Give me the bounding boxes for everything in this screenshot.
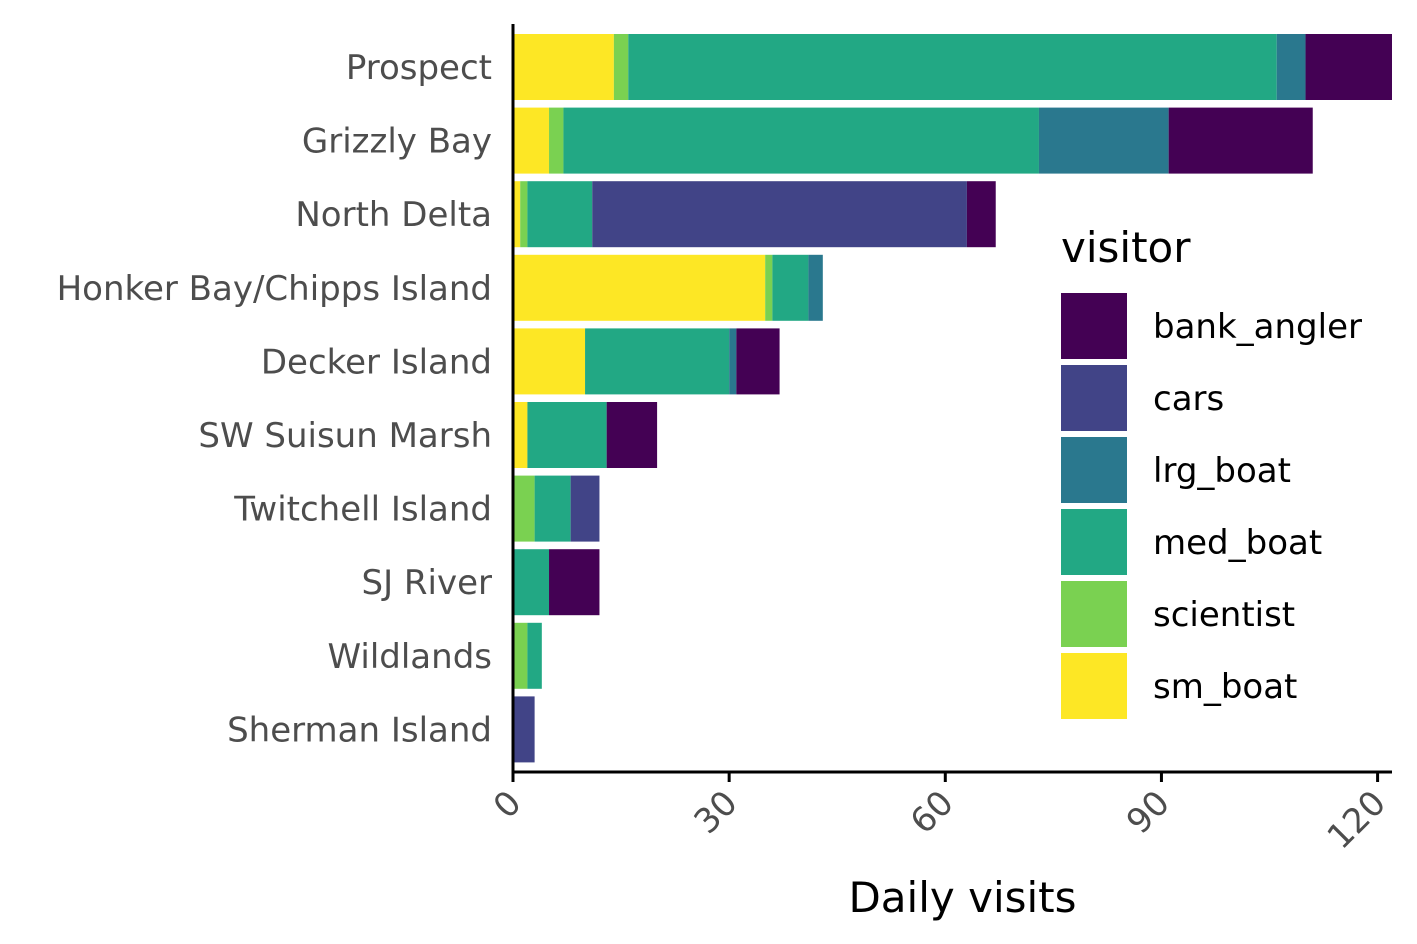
bar-sm_boat-1 [513,107,550,174]
bar-bank_angler-7 [549,549,600,616]
bar-bank_angler-4 [736,328,780,395]
bar-lrg_boat-4 [729,328,737,395]
category-label-4: Decker Island [261,342,492,382]
bar-sm_boat-4 [513,328,586,395]
bar-bank_angler-5 [606,402,658,468]
bar-med_boat-6 [534,475,571,542]
legend-key-bank_angler [1061,293,1127,359]
legend-label-sm_boat: sm_boat [1153,667,1297,707]
category-label-2: North Delta [295,195,492,235]
bar-bank_angler-1 [1168,107,1313,174]
legend-label-lrg_boat: lrg_boat [1153,451,1291,491]
legend-key-cars [1061,365,1127,431]
legend-key-lrg_boat [1061,437,1127,503]
legend-title: visitor [1061,223,1191,272]
bar-med_boat-2 [527,181,593,248]
category-label-7: SJ River [361,563,492,603]
bar-med_boat-0 [628,34,1277,100]
legend-key-sm_boat [1061,653,1127,719]
bar-med_boat-4 [585,328,730,395]
bar-scientist-6 [513,475,535,542]
category-label-6: Twitchell Island [233,490,492,530]
legend-label-bank_angler: bank_angler [1153,307,1362,347]
category-labels: Prospect Grizzly Bay North Delta Honker Bay… [57,48,492,750]
legend-label-cars: cars [1153,379,1224,419]
bar-med_boat-8 [527,622,542,689]
bar-scientist-8 [513,622,528,689]
x-axis-ticks: 0 30 60 90 120 [486,772,1394,857]
legend-key-scientist [1061,581,1127,647]
legend-label-scientist: scientist [1153,595,1295,635]
bar-lrg_boat-3 [808,254,823,321]
x-tick-label-4: 120 [1320,783,1394,857]
legend-key-med_boat [1061,509,1127,575]
bar-scientist-1 [549,107,564,174]
bar-cars-6 [570,475,600,542]
bar-bank_angler-0 [1305,34,1392,100]
bars-layer [513,34,1392,763]
legend-label-med_boat: med_boat [1153,523,1322,563]
bar-scientist-2 [520,181,528,248]
x-axis-title: Daily visits [848,873,1076,922]
x-tick-label-2: 60 [903,783,962,842]
category-label-8: Wildlands [328,637,492,677]
category-label-1: Grizzly Bay [302,122,492,162]
category-label-5: SW Suisun Marsh [198,416,492,456]
x-tick-label-0: 0 [486,783,530,827]
bar-med_boat-7 [513,549,550,616]
axes [511,24,1392,774]
bar-bank_angler-2 [966,181,996,248]
category-label-9: Sherman Island [227,710,492,750]
bar-med_boat-5 [527,402,607,468]
bar-med_boat-3 [772,254,809,321]
bar-cars-2 [592,181,967,248]
x-tick-label-1: 30 [687,783,746,842]
bar-sm_boat-5 [513,402,528,468]
category-label-0: Prospect [346,48,492,88]
bar-scientist-3 [765,254,773,321]
x-tick-label-3: 90 [1119,783,1178,842]
bar-lrg_boat-0 [1276,34,1306,100]
category-label-3: Honker Bay/Chipps Island [57,269,492,309]
bar-cars-9 [513,696,535,763]
bar-sm_boat-3 [513,254,766,321]
bar-med_boat-1 [563,107,1039,174]
bar-lrg_boat-1 [1038,107,1169,174]
bar-scientist-0 [613,34,629,100]
bar-sm_boat-0 [513,34,614,100]
bar-sm_boat-2 [513,181,521,248]
